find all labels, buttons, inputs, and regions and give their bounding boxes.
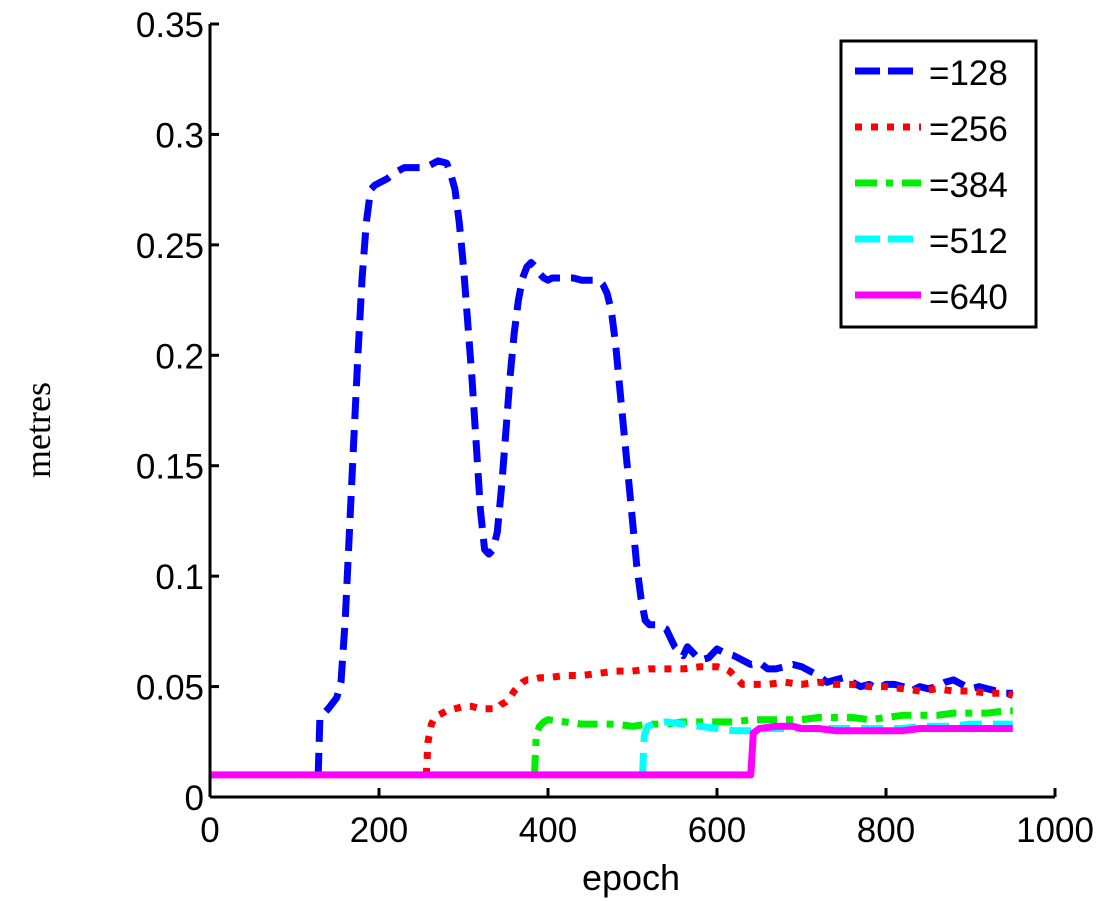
series-line-128 bbox=[314, 157, 1013, 776]
y-tick-label: 0.35 bbox=[136, 6, 204, 45]
y-tick-label: 0.25 bbox=[136, 227, 204, 266]
axes: 0 0.05 0.1 0.15 0.2 0.25 0.3 0.35 0 200 400 600 800 1… bbox=[136, 6, 1094, 850]
x-tick-label: 1000 bbox=[1016, 811, 1094, 850]
y-tick-label: 0 bbox=[185, 779, 204, 818]
y-axis-label: metres bbox=[18, 382, 58, 478]
series-line-256 bbox=[422, 663, 1014, 776]
legend-label-256: =256 bbox=[929, 110, 1008, 149]
y-tick-label: 0.2 bbox=[155, 337, 204, 376]
y-tick-label: 0.1 bbox=[155, 558, 204, 597]
series-line-640 bbox=[210, 722, 1013, 779]
x-tick-label: 600 bbox=[688, 811, 746, 850]
x-tick-label: 200 bbox=[350, 811, 408, 850]
legend-label-384: =384 bbox=[929, 166, 1008, 205]
plot-series-group bbox=[210, 157, 1014, 779]
x-axis-label: epoch bbox=[582, 857, 680, 898]
legend-label-640: =640 bbox=[929, 278, 1008, 317]
y-tick-label: 0.05 bbox=[136, 669, 204, 708]
legend-label-128: =128 bbox=[929, 54, 1008, 93]
y-tick-label: 0.3 bbox=[155, 116, 204, 155]
y-tick-label: 0.15 bbox=[136, 448, 204, 487]
x-tick-label: 400 bbox=[519, 811, 577, 850]
legend-label-512: =512 bbox=[929, 222, 1008, 261]
series-line-384 bbox=[531, 707, 1013, 776]
x-tick-label: 0 bbox=[200, 811, 219, 850]
legend: =128 =256 =384 =512 =640 bbox=[839, 39, 1038, 329]
x-tick-label: 800 bbox=[857, 811, 915, 850]
